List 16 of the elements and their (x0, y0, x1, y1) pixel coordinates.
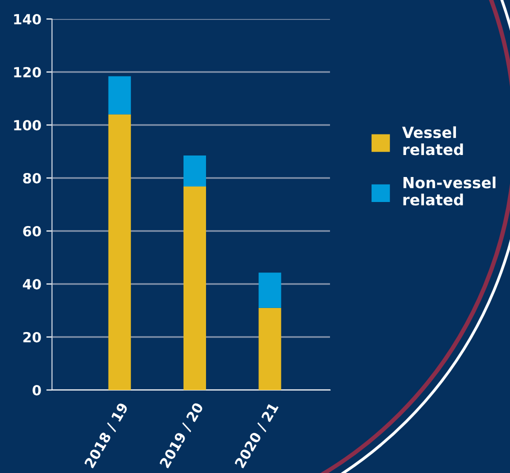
legend-label: Vessel related (402, 126, 463, 156)
bar (183, 155, 206, 186)
y-tick-label: 20 (23, 332, 41, 342)
bar (108, 114, 131, 390)
y-tick-label: 40 (22, 278, 41, 290)
y-tick-label: 120 (14, 66, 41, 78)
legend-label: Non-vessel related (403, 176, 496, 206)
y-tick-label: 80 (23, 172, 41, 184)
bar (108, 76, 131, 114)
y-tick-label: 0 (32, 384, 41, 396)
y-tick-label: 60 (23, 226, 41, 236)
y-tick-label: 100 (14, 120, 41, 130)
bar (258, 272, 282, 308)
bar (183, 186, 206, 390)
bar (258, 308, 282, 390)
y-tick-label: 140 (14, 14, 41, 24)
